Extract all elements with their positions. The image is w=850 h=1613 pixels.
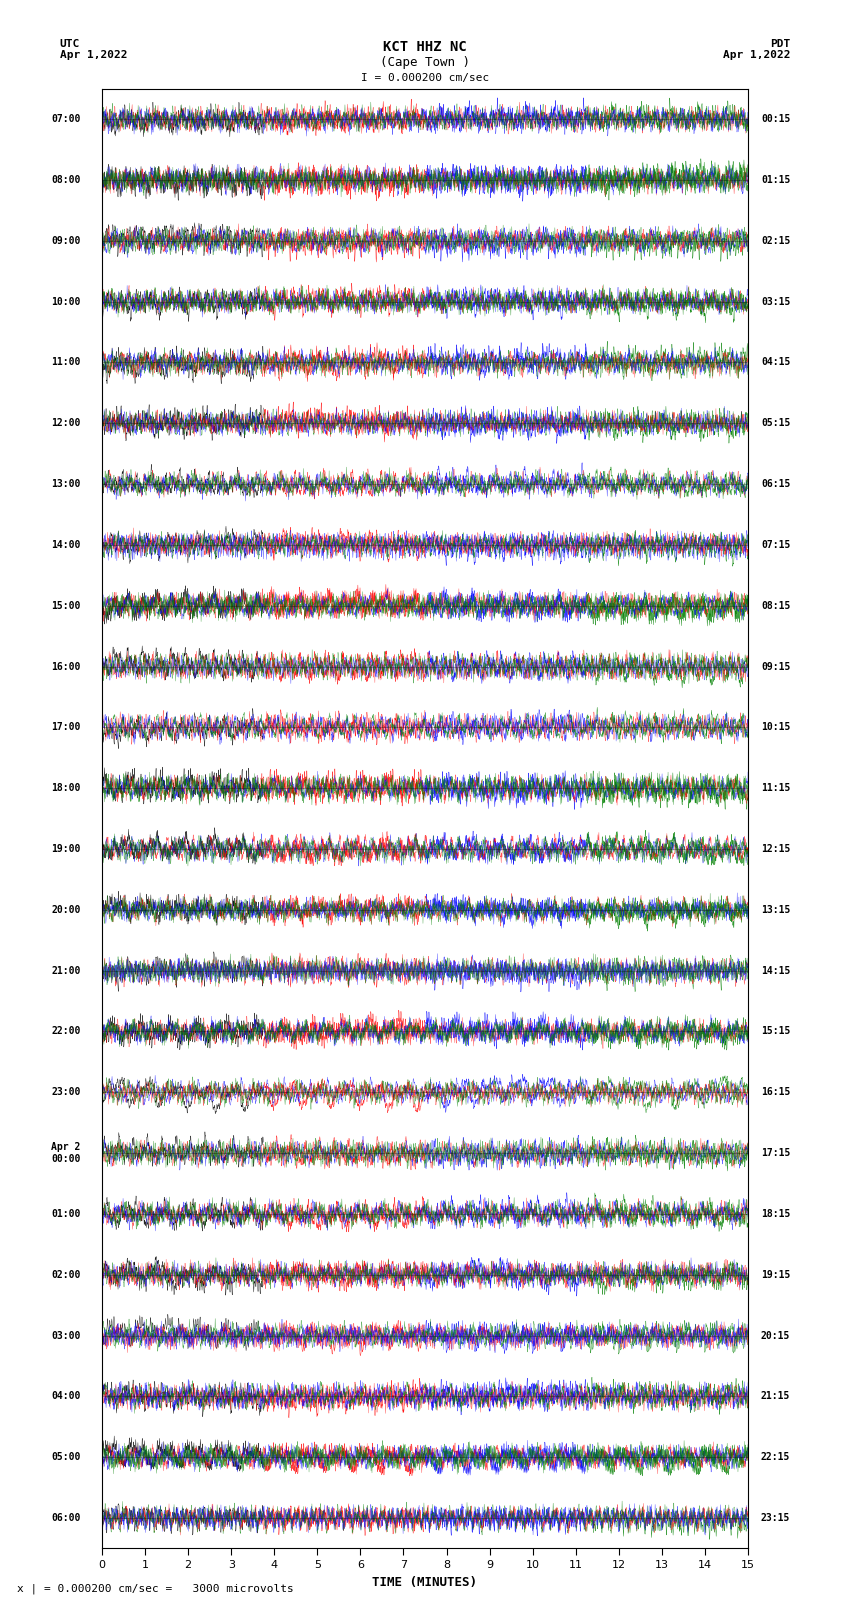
Text: 19:15: 19:15 [761,1269,790,1279]
Text: 01:15: 01:15 [761,174,790,185]
Text: 11:15: 11:15 [761,784,790,794]
Text: 18:15: 18:15 [761,1210,790,1219]
Text: 15:15: 15:15 [761,1026,790,1037]
Text: 17:15: 17:15 [761,1148,790,1158]
Text: 08:15: 08:15 [761,600,790,611]
Text: 10:15: 10:15 [761,723,790,732]
Text: 07:00: 07:00 [51,115,81,124]
Text: 11:00: 11:00 [51,358,81,368]
Text: 05:00: 05:00 [51,1452,81,1463]
Text: 13:00: 13:00 [51,479,81,489]
Text: 06:15: 06:15 [761,479,790,489]
Text: UTC: UTC [60,39,80,48]
Text: 05:15: 05:15 [761,418,790,427]
X-axis label: TIME (MINUTES): TIME (MINUTES) [372,1576,478,1589]
Text: 09:00: 09:00 [51,235,81,245]
Text: 08:00: 08:00 [51,174,81,185]
Text: 04:15: 04:15 [761,358,790,368]
Text: 23:15: 23:15 [761,1513,790,1523]
Text: 16:00: 16:00 [51,661,81,671]
Text: Apr 1,2022: Apr 1,2022 [60,50,127,60]
Text: 09:15: 09:15 [761,661,790,671]
Text: 22:15: 22:15 [761,1452,790,1463]
Text: 00:15: 00:15 [761,115,790,124]
Text: 22:00: 22:00 [51,1026,81,1037]
Text: 17:00: 17:00 [51,723,81,732]
Text: 12:00: 12:00 [51,418,81,427]
Text: 18:00: 18:00 [51,784,81,794]
Text: PDT: PDT [770,39,790,48]
Text: 04:00: 04:00 [51,1392,81,1402]
Text: Apr 1,2022: Apr 1,2022 [723,50,791,60]
Text: 19:00: 19:00 [51,844,81,853]
Text: 21:00: 21:00 [51,966,81,976]
Text: 03:15: 03:15 [761,297,790,306]
Text: 21:15: 21:15 [761,1392,790,1402]
Text: 12:15: 12:15 [761,844,790,853]
Text: 07:15: 07:15 [761,540,790,550]
Text: 10:00: 10:00 [51,297,81,306]
Text: 15:00: 15:00 [51,600,81,611]
Text: (Cape Town ): (Cape Town ) [380,56,470,69]
Text: 01:00: 01:00 [51,1210,81,1219]
Text: 02:00: 02:00 [51,1269,81,1279]
Text: I = 0.000200 cm/sec: I = 0.000200 cm/sec [361,73,489,82]
Text: 20:00: 20:00 [51,905,81,915]
Text: 20:15: 20:15 [761,1331,790,1340]
Text: 14:15: 14:15 [761,966,790,976]
Text: 14:00: 14:00 [51,540,81,550]
Text: 06:00: 06:00 [51,1513,81,1523]
Text: 16:15: 16:15 [761,1087,790,1097]
Text: 02:15: 02:15 [761,235,790,245]
Text: 23:00: 23:00 [51,1087,81,1097]
Text: 03:00: 03:00 [51,1331,81,1340]
Text: 13:15: 13:15 [761,905,790,915]
Text: x | = 0.000200 cm/sec =   3000 microvolts: x | = 0.000200 cm/sec = 3000 microvolts [17,1582,294,1594]
Text: Apr 2
00:00: Apr 2 00:00 [51,1142,81,1165]
Text: KCT HHZ NC: KCT HHZ NC [383,40,467,55]
